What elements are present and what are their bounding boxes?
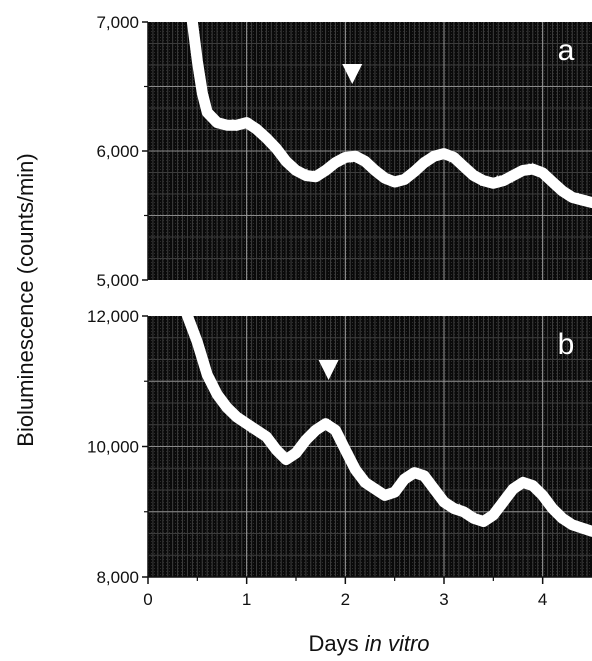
y-tick-label: 5,000 (96, 271, 139, 290)
y-tick-label: 8,000 (96, 568, 139, 587)
panel-b-y-axis: 8,000 10,000 12,000 (87, 307, 149, 587)
panel-a-letter: a (558, 34, 575, 67)
panel-b-trace-noise (187, 310, 592, 537)
x-tick-label: 1 (242, 590, 251, 609)
panel-a-y-axis: 5,000 6,000 7,000 (96, 13, 149, 290)
x-axis-title-prefix: Days (308, 631, 364, 656)
panel-a: a 5,000 6,000 7,000 (96, 13, 592, 290)
x-tick-label: 2 (341, 590, 350, 609)
y-tick-label: 10,000 (87, 438, 139, 457)
panel-b-letter: b (558, 328, 575, 361)
panel-b: b 8,000 10,000 12,000 (87, 307, 592, 587)
y-tick-label: 7,000 (96, 13, 139, 32)
panel-a-grid (148, 22, 592, 280)
x-axis-title: Days in vitro (308, 631, 429, 656)
x-tick-label: 0 (143, 590, 152, 609)
x-tick-label: 3 (439, 590, 448, 609)
y-tick-label: 12,000 (87, 307, 139, 326)
y-axis-title: Bioluminescence (counts/min) (13, 153, 38, 446)
panel-b-arrowhead-marker (318, 360, 339, 380)
panel-a-trace-noise (191, 21, 592, 207)
y-tick-label: 6,000 (96, 142, 139, 161)
x-axis-title-italic: in vitro (365, 631, 430, 656)
x-axis: 0 1 2 3 4 (143, 576, 592, 609)
panel-a-arrowhead-marker (342, 64, 363, 84)
x-tick-label: 4 (538, 590, 547, 609)
